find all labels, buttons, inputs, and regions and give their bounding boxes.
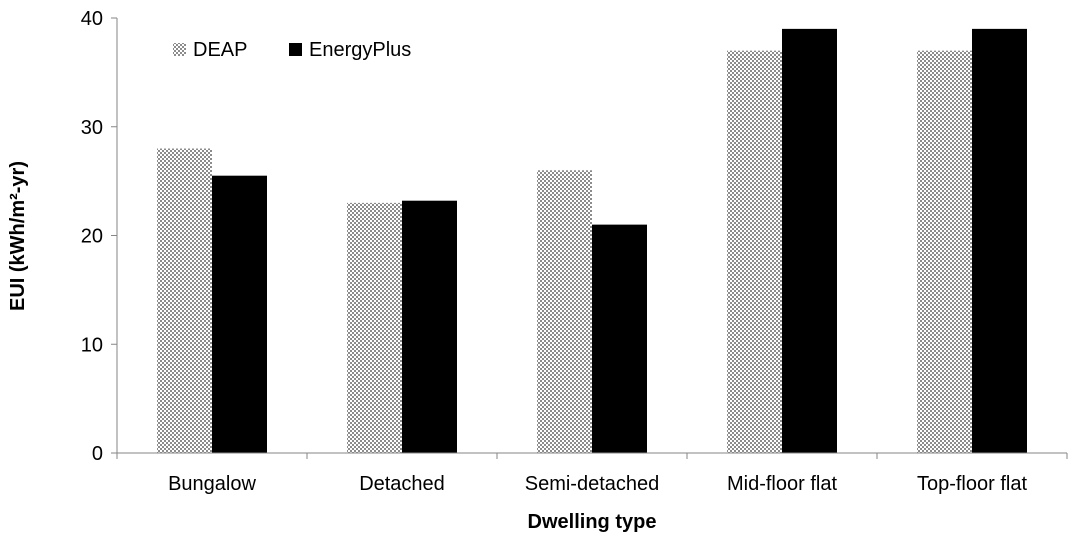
x-tick-label-2: Semi-detached xyxy=(525,473,660,495)
bar-deap-3 xyxy=(727,50,782,453)
y-tick-label-4: 40 xyxy=(81,8,103,30)
bar-energyplus-2 xyxy=(592,224,647,453)
bar-deap-2 xyxy=(537,170,592,453)
bar-deap-1 xyxy=(347,202,402,453)
bar-deap-0 xyxy=(157,148,212,453)
y-tick-label-2: 20 xyxy=(81,226,103,248)
bar-energyplus-1 xyxy=(402,200,457,453)
x-tick-label-4: Top-floor flat xyxy=(917,473,1027,495)
legend: DEAP EnergyPlus xyxy=(173,39,411,61)
legend-label-deap: DEAP xyxy=(193,39,247,61)
y-tick-label-3: 30 xyxy=(81,117,103,139)
bars-layer xyxy=(157,28,1027,453)
x-axis-title: Dwelling type xyxy=(528,511,657,533)
legend-swatch-energyplus xyxy=(289,43,302,56)
x-tick-label-1: Detached xyxy=(359,473,445,495)
y-ticks: 0 10 20 30 40 xyxy=(81,8,117,465)
bar-deap-4 xyxy=(917,50,972,453)
bar-energyplus-4 xyxy=(972,28,1027,453)
y-tick-label-0: 0 xyxy=(92,443,103,465)
bar-energyplus-3 xyxy=(782,28,837,453)
x-tick-label-3: Mid-floor flat xyxy=(727,473,837,495)
legend-label-energyplus: EnergyPlus xyxy=(309,39,411,61)
y-tick-label-1: 10 xyxy=(81,334,103,356)
legend-swatch-deap xyxy=(173,43,186,56)
y-axis-title: EUI (kWh/m²-yr) xyxy=(7,161,29,311)
bar-energyplus-0 xyxy=(212,175,267,453)
x-tick-label-0: Bungalow xyxy=(168,473,256,495)
x-ticks: Bungalow Detached Semi-detached Mid-floor f… xyxy=(116,453,1068,495)
